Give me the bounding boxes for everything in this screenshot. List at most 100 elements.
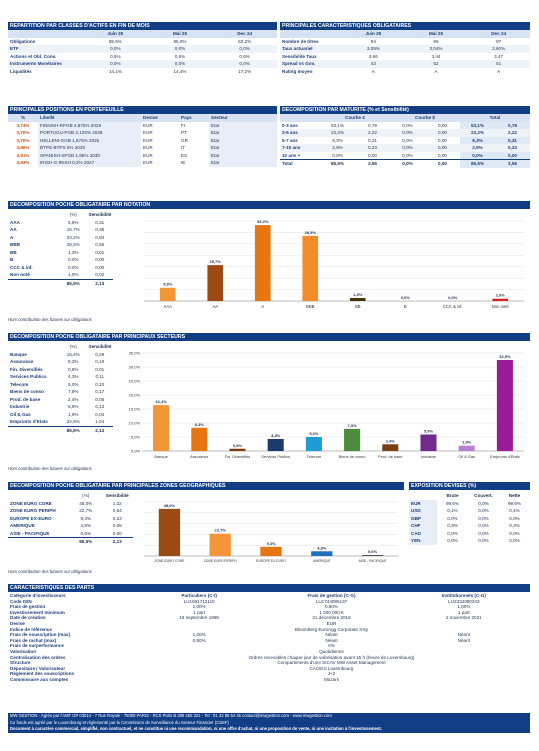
share-row-value: Néant xyxy=(457,637,470,643)
table-row: Investissement minimum 1 part 1 000 000 € 1… xyxy=(8,610,530,616)
share-row-value: 0,50% xyxy=(324,604,338,610)
category-label: Emprunts d'Etats xyxy=(490,454,520,459)
y-tick-label: 20,0% xyxy=(129,393,141,398)
bar-value-label: 9,3% xyxy=(266,541,276,546)
share-row-value: EUR xyxy=(326,620,337,626)
bar xyxy=(207,265,224,301)
share-row-value: Néant xyxy=(325,632,338,638)
table-row: Spread vs Gov. 43 52 51 xyxy=(280,60,530,68)
share-row-label: Indice de référence xyxy=(10,626,52,632)
table-row: Frais de surperformance 0% xyxy=(8,643,530,649)
table-row: Assurance 8,3% 0,19 xyxy=(10,359,105,364)
category-label: Industrie xyxy=(421,454,436,459)
footer-address: MW GESTION - Agrée par l'AMF GP 03014 - … xyxy=(8,713,530,720)
table-row-total: 85,5% 2,13 xyxy=(8,537,133,546)
category-label: EUROPE EX-EURO xyxy=(256,559,286,563)
table-row: Frais de rachat (max) 0,50% Néant Néant xyxy=(8,638,530,644)
share-row-label: Dépositaire / Valorisateur xyxy=(10,665,66,671)
category-label: A xyxy=(261,304,264,309)
share-row-value: 0% xyxy=(328,643,335,649)
bar-value-label: 7,9% xyxy=(348,423,358,428)
table-row: EUR 99,6% 0,0% 99,6% xyxy=(409,499,522,507)
currency-title: EXPOSITION DEVISES (%) xyxy=(409,482,530,490)
bar xyxy=(496,360,513,451)
table-row: AA 15,7% 0,38 xyxy=(10,227,105,232)
category-label: AMERIQUE xyxy=(313,559,331,563)
table-row: Fin. Diversifiés 0,8% 0,01 xyxy=(10,366,105,372)
table-row: Frais de gestion 1,00% 0,50% 1,00% xyxy=(8,604,530,610)
share-row-label: Valorisation xyxy=(10,648,37,654)
share-row-label: Devise xyxy=(10,620,25,626)
category-label: ASIE - PACIFIQUE xyxy=(359,559,388,563)
y-tick-label: 30,0% xyxy=(129,365,141,370)
table-row: Instruments Monétaires 0,0% 0,0% 0,0% xyxy=(8,60,277,68)
table-row: ETF 0,0% 0,0% 0,0% xyxy=(8,45,277,53)
table-row: 3,74% FINNISH-RFGB 2,875% 2029 EUR FI Etat xyxy=(8,121,277,129)
bar xyxy=(382,444,399,451)
table-row: Code ISIN LU1061712110 LU1744095137 LU23340… xyxy=(8,599,530,605)
bar xyxy=(344,428,361,451)
col-header: Juin 25 xyxy=(365,31,382,36)
table-row: Biens de conso 7,9% 0,17 xyxy=(10,389,105,394)
category-label: Prod. de base xyxy=(378,454,402,459)
table-row: Commissaire aux comptes Mazars xyxy=(8,677,530,683)
share-row-value: 0,50% xyxy=(192,637,206,643)
table-row: Obligations 85,5% 85,0% 82,2% xyxy=(10,38,252,44)
bar-value-label: 1,0% xyxy=(496,293,506,298)
table-row: CAD 0,0% 0,0% 0,0% xyxy=(409,529,520,537)
table-row-total: Total 85,5% 3,56 0,0% 0,00 85,5% 3,56 xyxy=(280,159,530,168)
category-label: ZONE EURO CORE xyxy=(154,559,185,563)
bar-value-label: 48,0% xyxy=(164,503,176,508)
share-row-value: Quotidienne xyxy=(319,648,344,654)
bar xyxy=(191,427,208,451)
category-label: CCC & inf. xyxy=(443,304,463,309)
table-row: Taux actuariel 3,09% 3,04% 3,60% xyxy=(280,45,530,53)
footer-regulator: Ce fonds est agréé par le Luxembourg et … xyxy=(8,719,530,726)
bar xyxy=(361,555,384,556)
category-label: Banque xyxy=(154,454,167,459)
share-row-value: Bloomberg EuroAgg Corporate 3-5y xyxy=(294,626,369,632)
bond-characteristics-panel: PRINCIPALES CARACTERISTIQUES OBLIGATAIRE… xyxy=(280,22,530,75)
table-row: Prod. de base 2,4% 0,06 xyxy=(10,396,105,402)
bar-value-label: 0,0% xyxy=(448,295,458,300)
table-row: Structure Compartiments d'une SICAV MW As… xyxy=(8,660,530,666)
table-row: Telecom 5,0% 0,10 xyxy=(10,381,105,387)
y-tick-label: 5,0% xyxy=(131,435,141,440)
table-row: Valorisation Quotidienne xyxy=(8,649,530,655)
share-row-value: 1,00% xyxy=(192,632,206,638)
share-row-label: Commissaire aux comptes xyxy=(10,676,69,682)
table-row: Date de création 18 septembre 1995 21 déce… xyxy=(8,615,530,621)
asset-class-title: REPARTITION PAR CLASSES D'ACTIFS EN FIN … xyxy=(8,22,277,30)
bar-value-label: 5,9% xyxy=(424,428,434,433)
share-row-label: Frais de souscription (max) xyxy=(10,632,70,638)
bar-value-label: 28,5% xyxy=(305,230,317,235)
rating-panel: DECOMPOSITION POCHE OBLIGATAIRE PAR NOTA… xyxy=(8,201,530,209)
table-row: 3-5 ans 23,2% 2,22 0,0% 0,00 23,2% 2,22 xyxy=(280,129,530,137)
bar-value-label: 8,3% xyxy=(195,422,205,427)
y-tick-label: 35,0% xyxy=(129,351,141,356)
table-row: ZONE EURO PERIPH 22,7% 0,54 xyxy=(10,508,122,513)
share-row-value: Néant xyxy=(457,632,470,638)
table-row: ZONE EURO CORE 48,0% 1,32 xyxy=(10,500,122,506)
col-header: Juin 25 xyxy=(107,31,124,36)
category-label: Services Publics xyxy=(261,454,290,459)
share-row-label: Frais de gestion xyxy=(10,604,46,610)
rating-title: DECOMPOSITION POCHE OBLIGATAIRE PAR NOTA… xyxy=(8,201,530,209)
category-label: BBB xyxy=(306,304,315,309)
sectors-title: DECOMPOSITION POCHE OBLIGATAIRE PAR PRIN… xyxy=(8,333,530,341)
table-row: Nombre de titres 94 95 97 xyxy=(282,38,502,44)
table-row: 3,53% IRISH G-IRISH 0,2% 2027 EUR IE Etat xyxy=(8,159,277,167)
share-row-value: 1 part xyxy=(193,609,206,615)
table-row: Règlement des souscriptions J+2 xyxy=(8,671,530,677)
table-row: CHF 0,3% 0,0% 0,3% xyxy=(409,522,520,530)
share-row-value: LU2334080343 xyxy=(448,598,480,604)
share-row-value: 21 décembre 2018 xyxy=(312,615,351,621)
table-row: Non noté 1,0% 0,02 xyxy=(10,272,105,277)
table-row: 10 ans +0,0% 0,00 0,0% 0,00 0,0% 0,00 xyxy=(280,151,530,160)
share-row-value: 2 novembre 2021 xyxy=(445,615,482,621)
bar-value-label: 4,8% xyxy=(317,545,327,550)
table-row: 3,70% PORTUGU-PGB 2,125% 2028 EUR PT Etat xyxy=(8,129,277,137)
col-header: Dec 24 xyxy=(491,31,507,36)
table-row: Dépositaire / Valorisateur CACEIS Luxembo… xyxy=(8,666,530,672)
bar-value-label: 16,4% xyxy=(155,399,167,404)
